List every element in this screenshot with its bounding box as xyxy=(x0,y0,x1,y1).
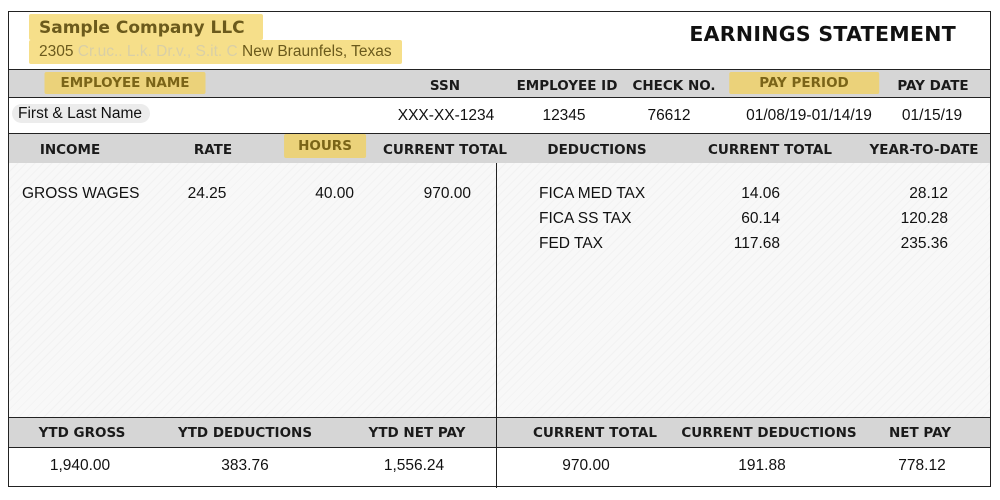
deduction-label: FICA SS TAX xyxy=(539,210,632,227)
summary-divider xyxy=(496,417,497,488)
income-hours: 40.00 xyxy=(315,185,354,202)
ytd-gross-value: 1,940.00 xyxy=(49,457,111,474)
current-deductions-value: 191.88 xyxy=(738,457,786,474)
col-check-no: CHECK NO. xyxy=(632,78,716,94)
col-hours: HOURS xyxy=(284,134,366,158)
check-no-value: 76612 xyxy=(647,107,691,124)
col-deductions: DEDUCTIONS xyxy=(547,142,647,158)
col-ytd-net-pay: YTD NET PAY xyxy=(368,425,466,441)
address-redacted: Cr.uc.. L.k. Dr.v., S.it. C xyxy=(77,43,238,60)
col-rate: RATE xyxy=(193,142,233,158)
statement-frame xyxy=(8,11,991,487)
current-total-value: 970.00 xyxy=(562,457,610,474)
deduction-ytd: 28.12 xyxy=(909,185,948,202)
employee-name-value: First & Last Name xyxy=(12,104,151,123)
col-deductions-current-total: CURRENT TOTAL xyxy=(708,142,832,158)
col-pay-period: PAY PERIOD xyxy=(729,72,879,94)
col-net-pay: NET PAY xyxy=(888,425,952,441)
pane-divider xyxy=(496,163,497,417)
address-suffix: New Braunfels, Texas xyxy=(242,43,392,60)
col-pay-date: PAY DATE xyxy=(897,78,969,94)
deduction-current-total: 117.68 xyxy=(733,235,780,252)
deductions-pane xyxy=(497,163,990,417)
col-employee-name: EMPLOYEE NAME xyxy=(44,72,206,94)
company-address: 2305 Cr.uc.. L.k. Dr.v., S.it. C New Bra… xyxy=(29,40,402,64)
employee-info-header-band: EMPLOYEE NAME SSN EMPLOYEE ID CHECK NO. … xyxy=(9,69,990,98)
deduction-ytd: 120.28 xyxy=(900,210,948,227)
deduction-current-total: 14.06 xyxy=(741,185,780,202)
income-label: GROSS WAGES xyxy=(22,185,140,202)
col-ssn: SSN xyxy=(429,78,461,94)
document-title: EARNINGS STATEMENT xyxy=(689,22,956,46)
deduction-current-total: 60.14 xyxy=(741,210,780,227)
col-income: INCOME xyxy=(39,142,101,158)
ytd-net-pay-value: 1,556.24 xyxy=(383,457,445,474)
deduction-ytd: 235.36 xyxy=(900,235,948,252)
employee-id-value: 12345 xyxy=(542,107,586,124)
pay-period-value: 01/08/19-01/14/19 xyxy=(746,107,872,124)
pay-date-value: 01/15/19 xyxy=(901,107,963,124)
net-pay-value: 778.12 xyxy=(898,457,946,474)
income-current-total: 970.00 xyxy=(423,185,471,202)
col-income-current-total: CURRENT TOTAL xyxy=(383,142,507,158)
address-prefix: 2305 xyxy=(39,43,74,60)
income-rate: 24.25 xyxy=(187,185,227,202)
company-name: Sample Company LLC xyxy=(29,14,263,40)
col-year-to-date: YEAR-TO-DATE xyxy=(869,142,979,158)
deduction-label: FICA MED TAX xyxy=(539,185,646,202)
ssn-value: XXX-XX-1234 xyxy=(397,107,495,124)
col-ytd-deductions: YTD DEDUCTIONS xyxy=(177,425,313,441)
col-ytd-gross: YTD GROSS xyxy=(38,425,126,441)
income-pane xyxy=(9,163,496,417)
col-current-deductions: CURRENT DEDUCTIONS xyxy=(681,425,857,441)
earnings-header-band: INCOME RATE HOURS CURRENT TOTAL DEDUCTIO… xyxy=(9,133,990,164)
summary-header-band: YTD GROSS YTD DEDUCTIONS YTD NET PAY CUR… xyxy=(9,417,990,448)
ytd-deductions-value: 383.76 xyxy=(221,457,269,474)
deduction-label: FED TAX xyxy=(539,235,604,252)
col-employee-id: EMPLOYEE ID xyxy=(516,78,618,94)
col-current-total: CURRENT TOTAL xyxy=(533,425,657,441)
